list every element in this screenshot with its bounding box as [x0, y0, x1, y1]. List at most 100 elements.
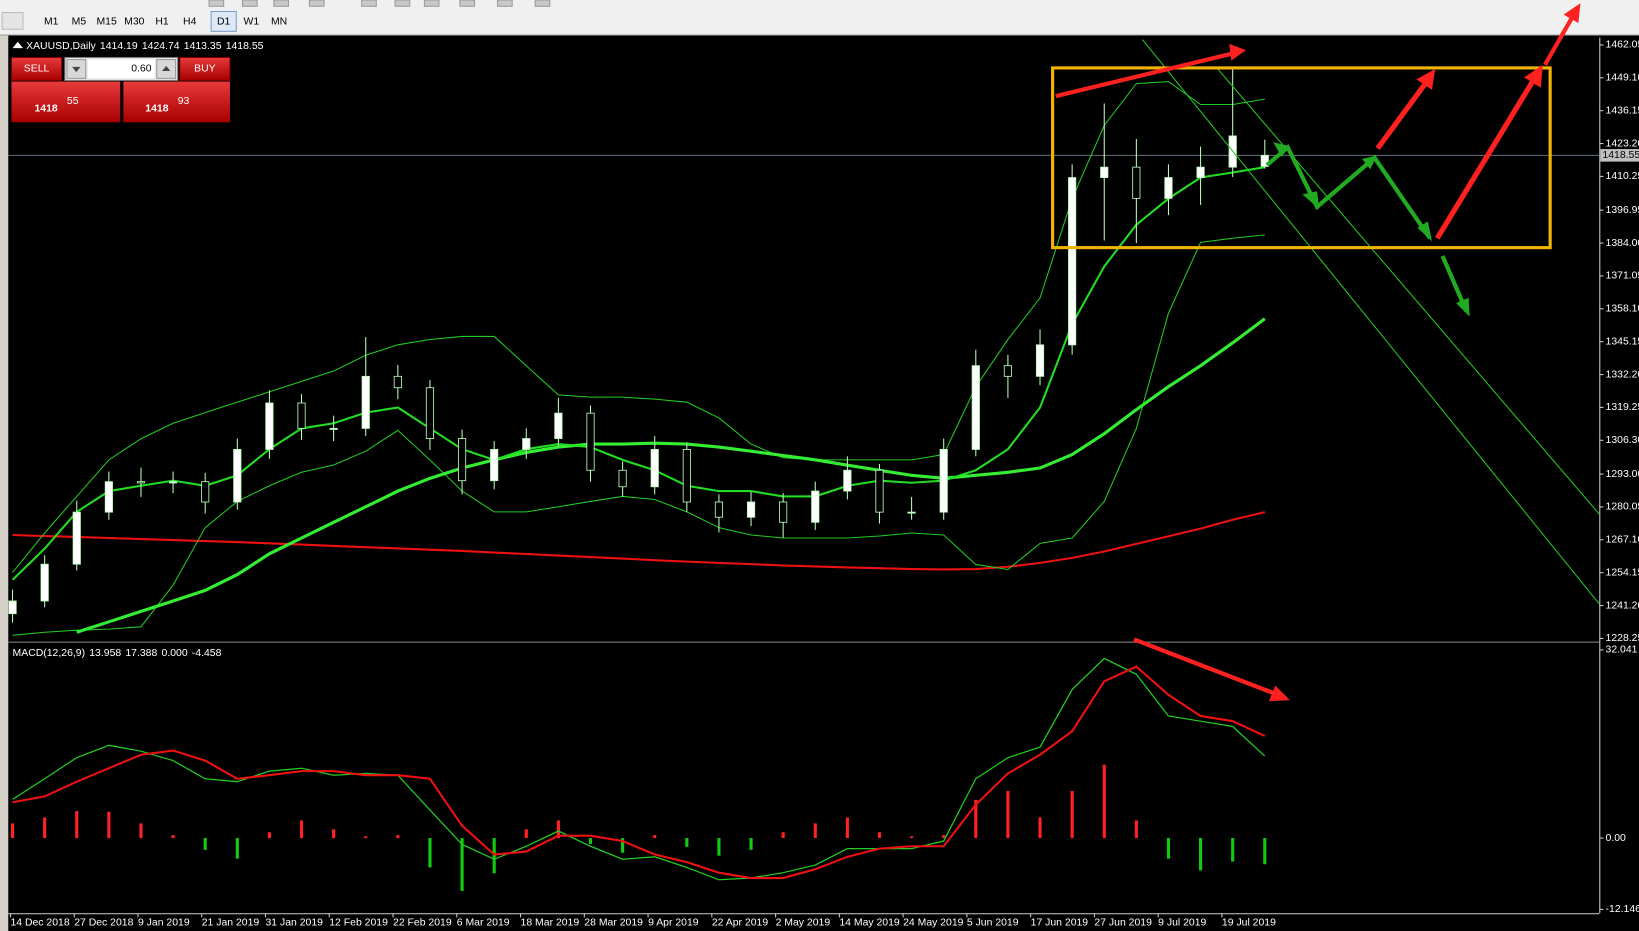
ask-box[interactable] — [123, 81, 230, 123]
timeframe-label: D1 — [217, 17, 231, 28]
timeframe-button[interactable] — [121, 11, 147, 32]
candle-body — [1164, 177, 1173, 199]
timeframe-bar: M1 M5 M15 M30 H1 H4 D1 W1 MN — [1, 0, 551, 32]
histogram-bar — [749, 838, 753, 850]
lot-input[interactable] — [87, 59, 155, 79]
x-tick-label: 27 Jun 2019 — [1094, 917, 1152, 928]
toolbar-icon[interactable] — [241, 0, 258, 7]
arrow-head — [1362, 155, 1377, 170]
ask-pips: 93 — [178, 96, 190, 107]
macd-name: MACD(12,26,9) — [13, 648, 86, 659]
left-frame — [0, 35, 9, 931]
y-tick-label: 1267.10 — [1606, 535, 1639, 546]
y-tick-label: 1396.95 — [1606, 205, 1639, 216]
y-tick-label: 1228.25 — [1606, 633, 1639, 644]
y-tick-label: 1462.05 — [1606, 40, 1639, 51]
candle-body — [297, 402, 306, 429]
histogram-bar — [910, 836, 914, 839]
candle-body — [104, 481, 113, 513]
timeframe-label: M1 — [44, 17, 59, 28]
bid-box[interactable] — [11, 81, 121, 123]
timeframe-label: M15 — [96, 17, 117, 28]
timeframe-button[interactable] — [177, 11, 203, 32]
arrow-head — [1456, 297, 1470, 317]
timeframe-button[interactable] — [238, 11, 264, 32]
sell-button[interactable] — [10, 56, 63, 81]
histogram-bar — [942, 835, 946, 839]
toolbar-icon[interactable] — [273, 0, 290, 7]
lot-value: 0.60 — [131, 64, 152, 75]
toolbar-icon[interactable] — [534, 0, 551, 7]
x-tick-label: 6 Mar 2019 — [457, 917, 510, 928]
timeframe-button[interactable] — [38, 11, 64, 32]
x-tick-label: 21 Jan 2019 — [202, 917, 260, 928]
candle-body — [682, 449, 691, 503]
histogram-bar — [974, 799, 978, 839]
toolbar-icon[interactable] — [308, 0, 325, 7]
macd-y-tick-label: -12.146 — [1606, 904, 1639, 915]
toolbar-icon[interactable] — [394, 0, 411, 7]
toolbar-icon[interactable] — [497, 0, 513, 7]
toolbar-icon[interactable] — [459, 0, 476, 7]
timeframe-button[interactable] — [210, 10, 237, 32]
buy-label: BUY — [194, 64, 216, 75]
candle-body — [746, 501, 756, 518]
candle-body — [361, 375, 370, 429]
y-tick-label: 1280.05 — [1606, 502, 1639, 513]
symbol-legend: XAUUSD,Daily 1414.19 1424.74 1413.35 1418.55 — [26, 41, 264, 52]
trade-panel: SELL 0.60 BUY 1418 55 1418 93 — [10, 56, 231, 123]
x-tick-label: 9 Jul 2019 — [1158, 917, 1206, 928]
lot-up-icon — [162, 65, 171, 72]
histogram-bar — [877, 832, 882, 839]
candle-body — [907, 511, 916, 514]
buy-button[interactable] — [179, 56, 231, 81]
ma-fast — [11, 166, 1265, 581]
arrow-head — [1273, 142, 1290, 157]
arrow-head — [1417, 221, 1433, 242]
histogram-bar — [428, 838, 432, 868]
arrow — [1543, 14, 1575, 66]
x-tick-label: 2 May 2019 — [776, 917, 831, 928]
y-tick-label: 1319.25 — [1606, 402, 1639, 413]
candle-body — [233, 449, 242, 503]
y-tick-label: 1293.00 — [1606, 469, 1639, 480]
timeframe-label: M5 — [72, 17, 87, 28]
timeframe-button[interactable] — [149, 11, 175, 32]
toolbar-icon[interactable] — [423, 0, 440, 7]
sell-label: SELL — [24, 64, 50, 75]
lot-down-icon — [72, 66, 81, 73]
timeframe-button[interactable] — [266, 11, 292, 32]
candle-body — [1100, 166, 1109, 178]
histogram-bar — [813, 823, 817, 839]
low: 1413.35 — [184, 41, 222, 52]
y-tick-label: 1241.20 — [1606, 600, 1639, 611]
x-tick-label: 22 Apr 2019 — [712, 917, 769, 928]
arrow — [1375, 79, 1429, 150]
trend-line — [1217, 68, 1600, 515]
x-tick-label: 14 Dec 2018 — [10, 917, 69, 928]
arrow — [1055, 51, 1234, 99]
collapse-icon[interactable] — [12, 41, 23, 49]
toolbar-icon[interactable] — [361, 0, 377, 7]
histogram-bar — [43, 817, 47, 839]
timeframe-button[interactable] — [94, 11, 120, 32]
histogram-bar — [332, 829, 336, 839]
signal-value: 17.388 — [125, 648, 157, 659]
histogram-bar — [139, 823, 143, 839]
candle-body — [811, 490, 820, 523]
timeframe-button[interactable] — [66, 11, 92, 32]
histogram-bar — [685, 838, 689, 847]
candle-body — [1003, 365, 1012, 377]
candle-body — [136, 481, 146, 484]
histogram-bar — [781, 832, 785, 839]
macd-value: 13.958 — [89, 648, 121, 659]
toolbar-icon[interactable] — [208, 0, 225, 7]
arrow-head — [1268, 685, 1290, 702]
x-tick-label: 24 May 2019 — [903, 917, 964, 928]
symbol: XAUUSD,Daily — [26, 41, 96, 52]
toolbar-icon[interactable] — [1, 12, 24, 30]
x-tick-label: 5 Jun 2019 — [967, 917, 1019, 928]
timeframe-label: H1 — [155, 17, 169, 28]
current-price-label: 1418.55 — [1602, 150, 1639, 161]
